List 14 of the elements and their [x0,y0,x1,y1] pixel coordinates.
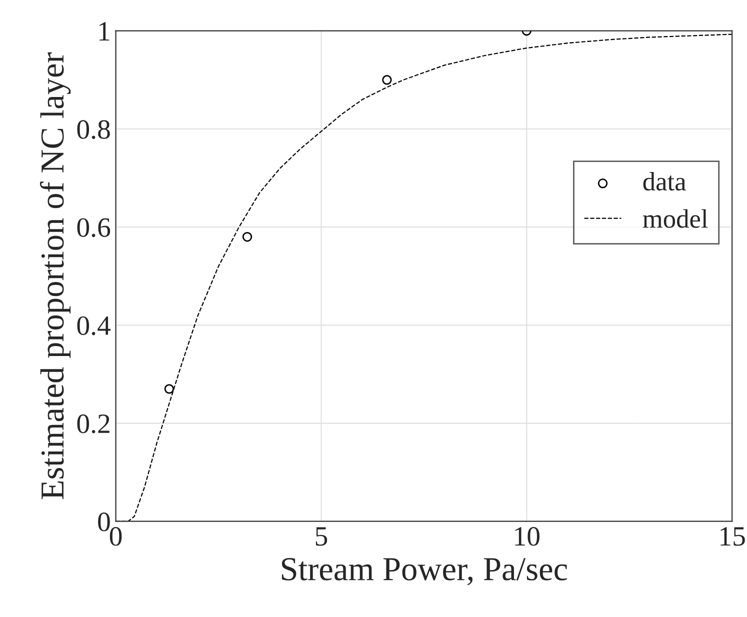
y-axis-title: Estimated proportion of NC layer [40,52,71,500]
x-axis-title: Stream Power, Pa/sec [282,558,568,586]
x-tick-label: 15 [720,527,745,546]
y-tick-label: 1 [99,22,110,40]
y-tick-label: 0.4 [77,316,110,336]
x-tick-label: 10 [515,527,540,546]
legend-label: model [642,209,708,228]
x-tick-label: 0 [110,527,122,546]
legend-label: data [643,172,686,191]
y-tick-label: 0 [98,512,110,532]
y-tick-label: 0.8 [77,120,110,139]
x-tick-label: 5 [316,527,328,546]
y-tick-label: 0.6 [77,218,110,238]
y-tick-label: 0.2 [77,414,110,434]
